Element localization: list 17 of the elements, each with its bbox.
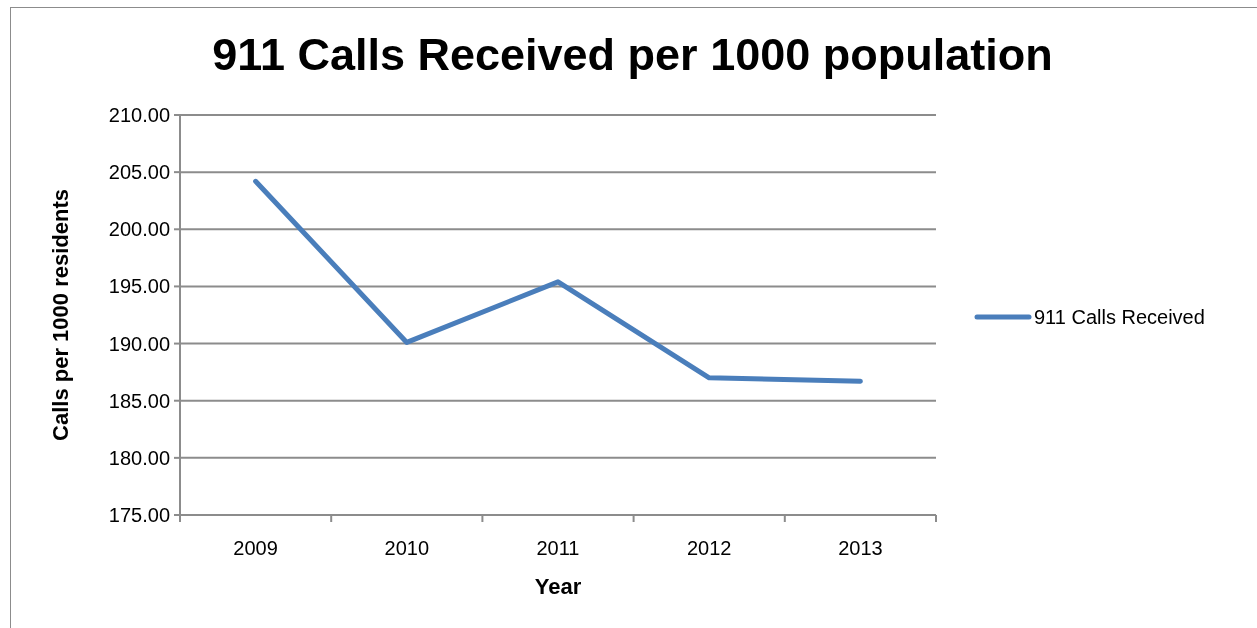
x-tick-label: 2011: [536, 537, 580, 559]
y-tick-label: 190.00: [108, 332, 170, 355]
x-tick-label: 2009: [233, 537, 278, 559]
legend-label: 911 Calls Received: [1034, 306, 1205, 328]
x-tick-label: 2012: [686, 537, 732, 559]
x-axis-title: Year: [534, 574, 582, 599]
y-tick-label: 200.00: [108, 218, 170, 241]
y-tick-label: 180.00: [108, 446, 170, 469]
x-tick-label: 2010: [384, 537, 430, 559]
y-tick-label: 210.00: [108, 104, 170, 126]
x-tick-label: 2013: [838, 537, 883, 559]
y-tick-label: 195.00: [108, 275, 170, 298]
y-tick-label: 185.00: [108, 389, 170, 412]
y-axis-title: Calls per 1000 residents: [48, 189, 73, 441]
y-tick-label: 175.00: [108, 504, 170, 526]
chart-title: 911 Calls Received per 1000 population: [212, 29, 1053, 80]
y-tick-label: 205.00: [108, 161, 170, 184]
